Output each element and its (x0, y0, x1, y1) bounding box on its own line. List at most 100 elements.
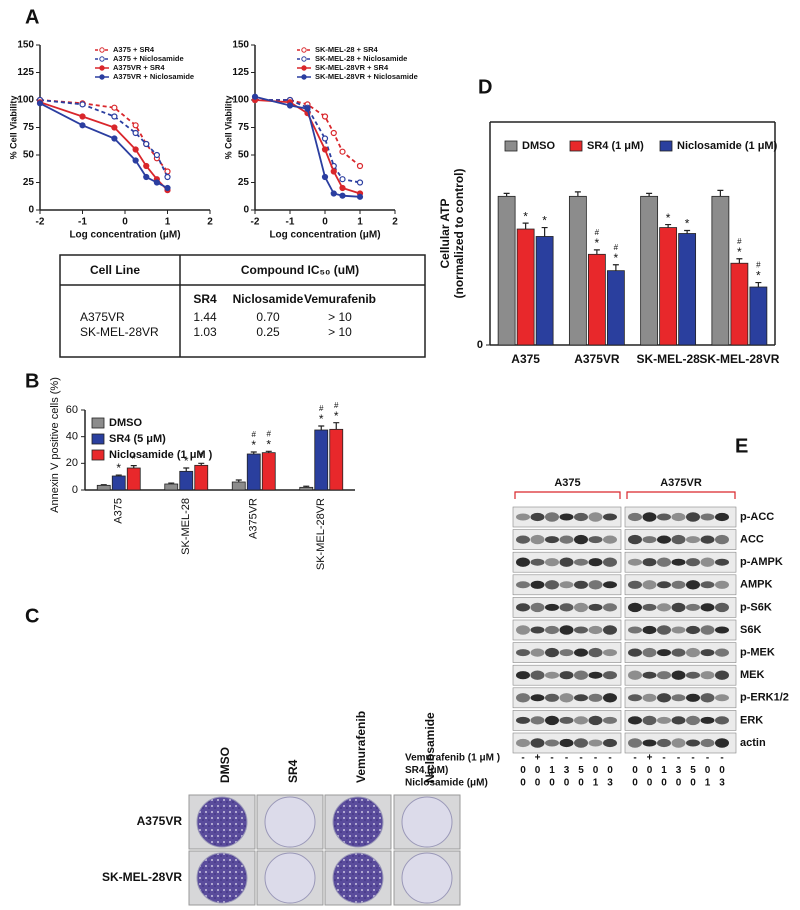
lane-value: - (594, 753, 597, 764)
lane-value: - (633, 753, 636, 764)
lane-value: + (647, 753, 653, 764)
blot-band (700, 649, 715, 657)
legend-marker (301, 65, 307, 71)
lane-value: - (521, 753, 524, 764)
legend-swatch (91, 417, 105, 429)
y-tick-label: 25 (23, 177, 35, 188)
blot-band (588, 603, 603, 611)
significance-mark: * (614, 251, 619, 265)
blot-band (671, 738, 686, 748)
x-tick-label: -2 (251, 217, 260, 228)
blot-band (559, 513, 574, 521)
blot-band (530, 558, 545, 566)
blot-band (545, 580, 559, 590)
blot-band (588, 580, 603, 590)
bar (606, 270, 625, 346)
y-tick-label: 150 (232, 40, 249, 51)
y-tick-label: 75 (238, 122, 250, 133)
blot-band (530, 602, 545, 613)
blot-band (715, 558, 729, 566)
blot-band (671, 716, 686, 725)
error-bar (684, 229, 691, 234)
y-tick-label: 50 (238, 150, 250, 161)
blot-band (559, 671, 574, 680)
blot-band (516, 693, 530, 703)
protein-label: MEK (740, 669, 765, 681)
lane-value: - (706, 753, 709, 764)
lane-value: 0 (676, 778, 682, 789)
data-point (111, 104, 118, 111)
blot-band (642, 693, 657, 702)
lane-value: 0 (535, 765, 541, 776)
panel-label: C (25, 605, 39, 627)
significance-mark: # (756, 261, 761, 270)
protein-label: p-S6K (740, 601, 772, 613)
blot-band (530, 580, 545, 589)
y-tick-label: 0 (72, 484, 78, 496)
lane-value: 1 (661, 765, 667, 776)
data-point (132, 146, 139, 153)
blot-band (574, 558, 588, 566)
data-point (143, 162, 150, 170)
blot-band (574, 716, 588, 725)
blot-band (657, 716, 671, 724)
lane-value: 1 (549, 765, 555, 776)
blot-band (671, 602, 686, 613)
panel-label: B (25, 370, 39, 392)
data-point (79, 113, 86, 120)
blot-band (588, 512, 603, 522)
blot-band (657, 557, 671, 567)
x-tick-label: 1 (357, 217, 363, 228)
blot-strip (624, 506, 737, 528)
data-point (339, 148, 346, 155)
data-point (339, 184, 346, 192)
curve (39, 99, 169, 173)
error-bar (593, 249, 600, 255)
treatment-label: SR4 (μM) (405, 765, 448, 776)
table-cell: > 10 (328, 325, 352, 339)
bar (96, 484, 111, 491)
blot-band (545, 536, 559, 544)
dish (401, 796, 453, 848)
lane-value: 0 (593, 765, 599, 776)
blot-band (628, 694, 642, 702)
blot-band (516, 557, 530, 567)
protein-label: p-ACC (740, 511, 774, 523)
blot-strip (624, 732, 737, 754)
blot-band (559, 535, 574, 544)
legend-label: A375 + SR4 (113, 45, 155, 54)
blot-band (530, 738, 545, 748)
bar (329, 428, 344, 491)
blot-band (545, 558, 559, 567)
blot-band (530, 694, 545, 702)
blot-band (516, 716, 530, 724)
data-point (153, 179, 160, 186)
data-point (132, 157, 139, 164)
table-column: SR4 (193, 292, 217, 306)
blot-band (545, 603, 559, 611)
significance-mark: # (737, 237, 742, 246)
column-label: Niclosamide (423, 712, 437, 783)
significance-mark: * (595, 236, 600, 250)
bar (730, 262, 749, 346)
blot-band (671, 512, 686, 522)
legend-marker (301, 56, 307, 62)
y-axis-label: (normalized to control) (452, 169, 466, 299)
table-cell: > 10 (328, 310, 352, 324)
y-axis-label: % Cell Viability (223, 96, 233, 160)
error-bar (198, 462, 205, 466)
legend-swatch (91, 449, 105, 461)
blot-band (545, 647, 559, 658)
lane-value: 0 (564, 778, 570, 789)
blot-band (588, 715, 603, 726)
data-point (79, 122, 86, 129)
lane-value: 0 (578, 778, 584, 789)
x-tick-label: SK-MEL-28VR (699, 352, 779, 366)
lane-value: 5 (690, 765, 696, 776)
blot-band (574, 648, 588, 657)
blot-strip (512, 574, 622, 596)
blot-band (603, 716, 617, 724)
y-tick-label: 40 (66, 431, 78, 443)
row-label: A375VR (137, 814, 183, 828)
blot-band (559, 738, 574, 748)
